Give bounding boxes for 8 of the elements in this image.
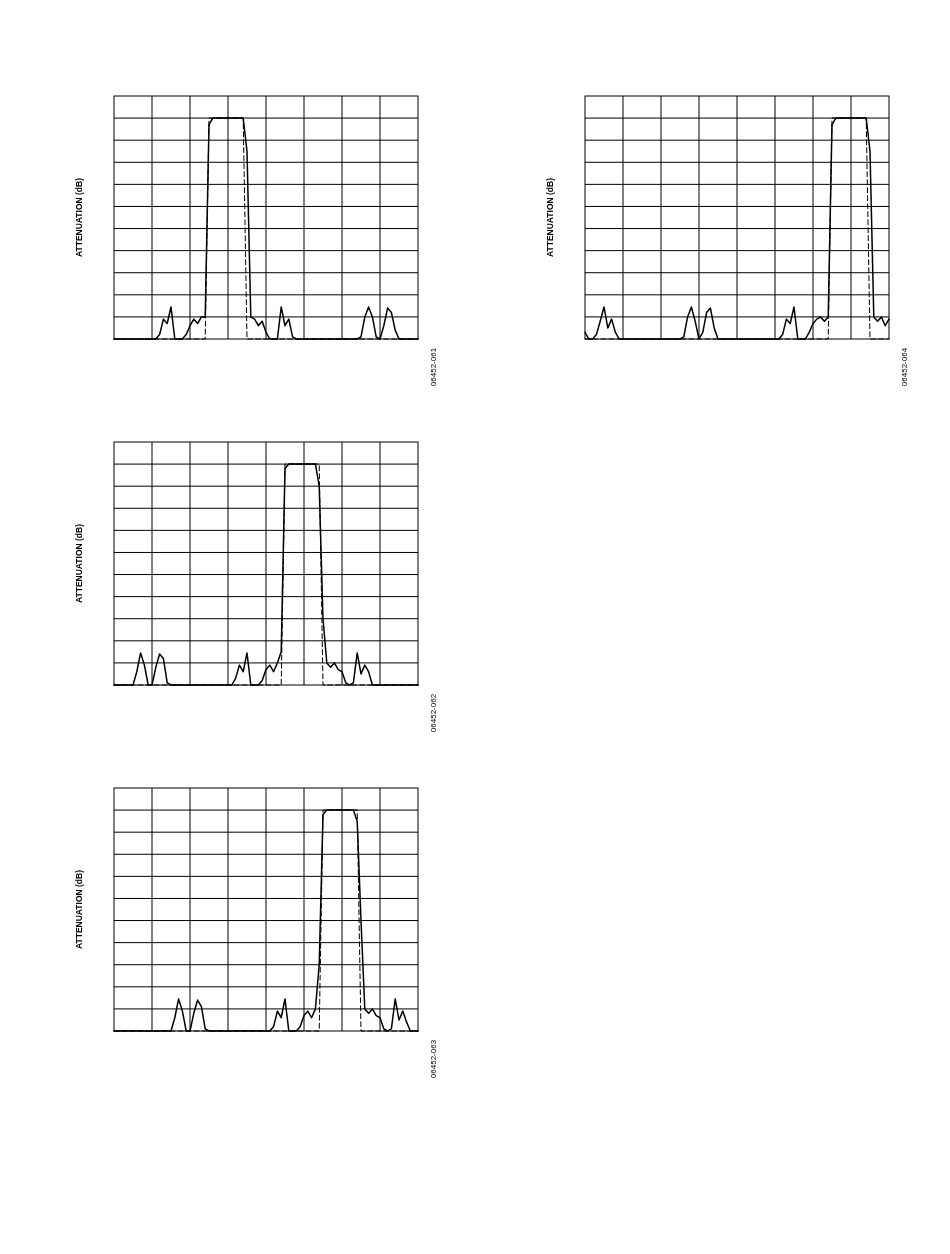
text: 06452-061 (429, 347, 438, 387)
y-axis-title: ATTENUATION (dB) (74, 523, 84, 604)
y-axis-title: ATTENUATION (dB) (74, 869, 84, 950)
text: 06452-062 (429, 693, 438, 733)
y-axis-title: ATTENUATION (dB) (74, 177, 84, 258)
y-axis-title: ATTENUATION (dB) (545, 177, 555, 258)
text: 06452-064 (900, 347, 909, 387)
text: 06452-063 (429, 1039, 438, 1079)
